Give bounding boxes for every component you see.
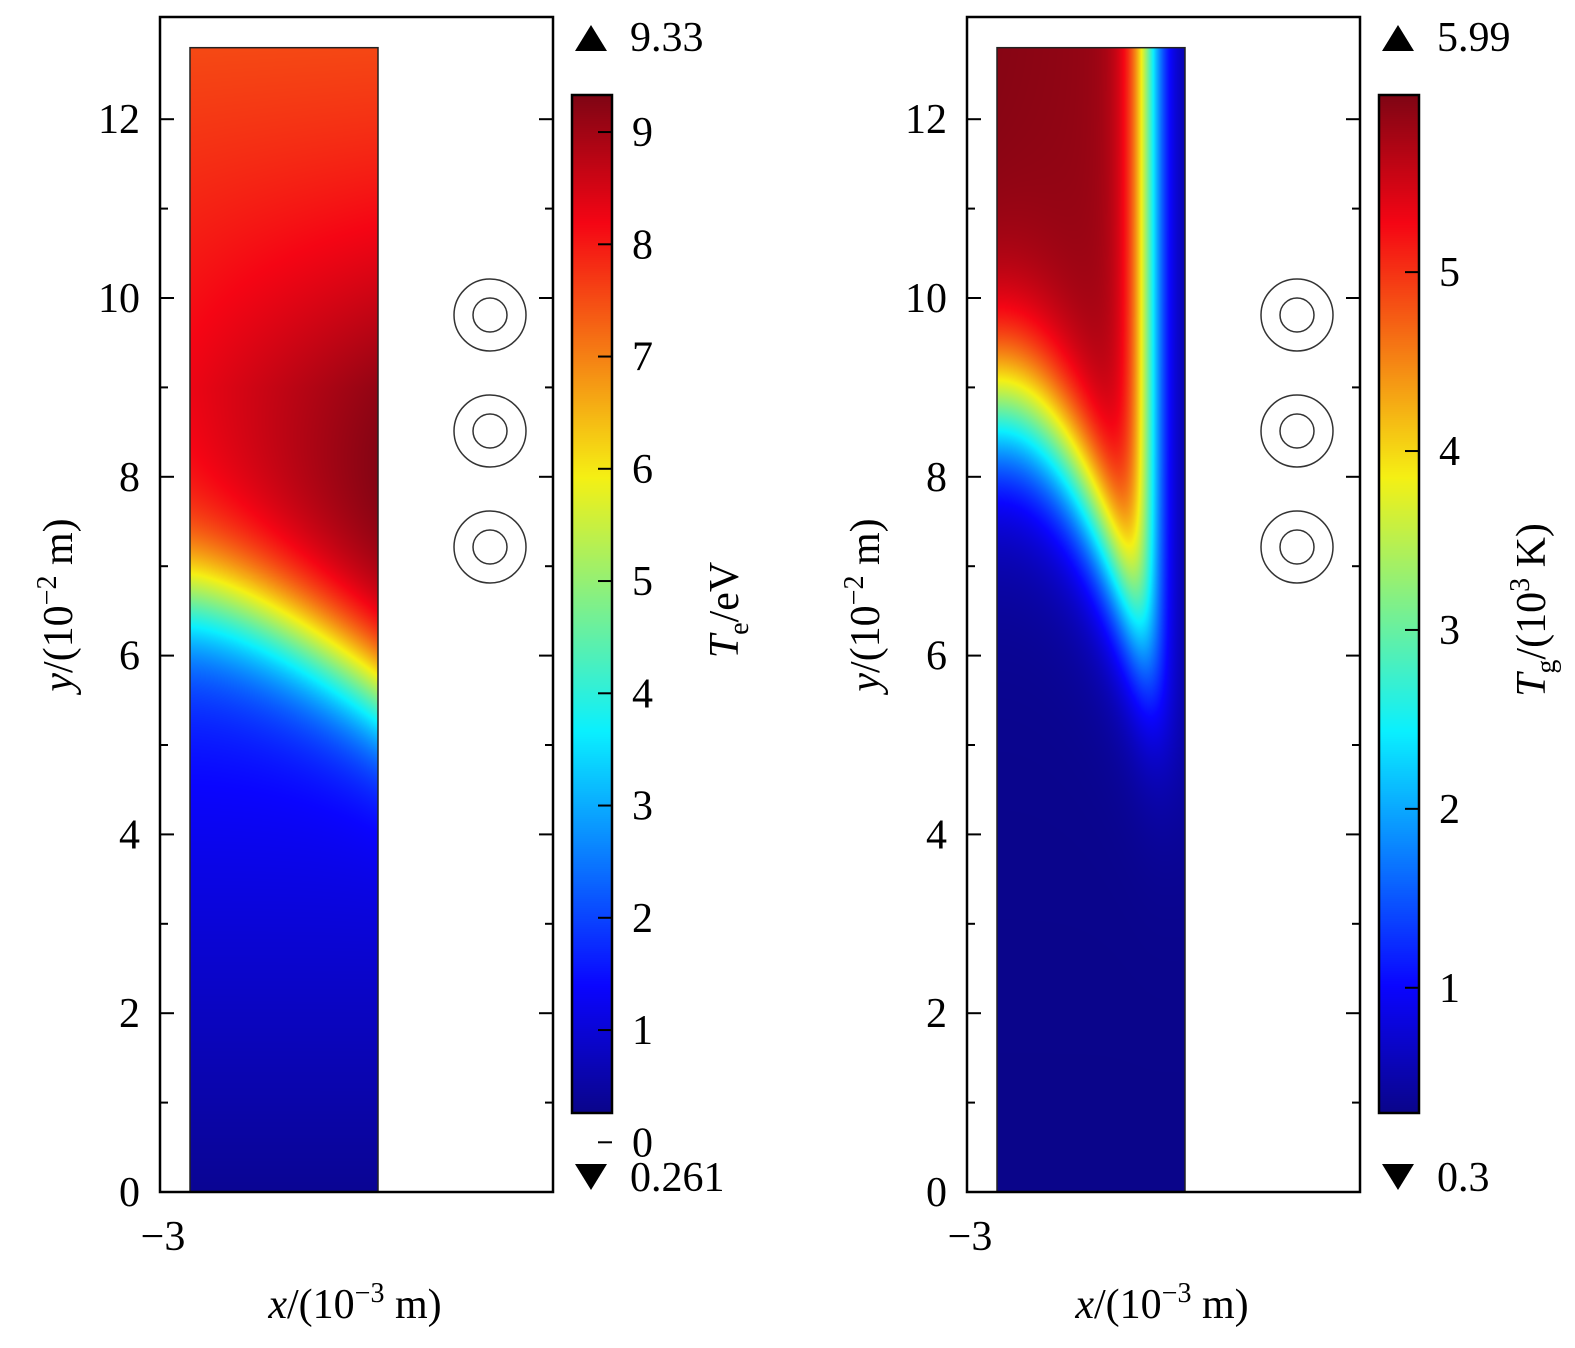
colorbar-frame <box>1377 93 1421 1115</box>
colorbar-max-label: 9.33 <box>630 15 704 61</box>
coil-inner-ring <box>1279 413 1315 449</box>
coil-outer-ring <box>453 394 527 468</box>
x-axis-label: x/(10−3 m) <box>1074 1278 1248 1328</box>
y-tick-label: 12 <box>905 97 947 143</box>
x-tick-label: −3 <box>948 1214 993 1260</box>
colorbar-tick-label: 8 <box>632 222 653 268</box>
te-colorbar-gradient <box>572 95 612 1113</box>
colorbar-tick-label: 3 <box>632 784 653 830</box>
coil-inner-ring <box>472 413 508 449</box>
colorbar-min-label: 0.261 <box>630 1155 725 1201</box>
y-tick-label: 2 <box>926 991 947 1037</box>
y-tick-label: 8 <box>119 455 140 501</box>
y-tick-label: 0 <box>119 1170 140 1216</box>
coil-inner-ring <box>1279 529 1315 565</box>
x-tick-label: −3 <box>141 1214 186 1260</box>
colorbar-tick-label: 1 <box>1439 966 1460 1012</box>
y-tick-label: 2 <box>119 991 140 1037</box>
colorbar-tick-label: 1 <box>632 1008 653 1054</box>
coil-inner-ring <box>472 529 508 565</box>
panel-te: y/(10−2 m) x/(10−3 m) −3 Te/eV 9.33 0.26… <box>32 15 755 1328</box>
y-tick-label: 10 <box>905 276 947 322</box>
axes-frame <box>158 15 555 1194</box>
coil-outer-ring <box>1260 510 1334 584</box>
panel-tg: y/(10−2 m) x/(10−3 m) −3 Tg/(103 K) 5.99… <box>839 15 1562 1328</box>
colorbar-tick-label: 7 <box>632 335 653 381</box>
colorbar-tick-label: 4 <box>1439 429 1460 475</box>
axes-frame <box>965 15 1362 1194</box>
tg-colorbar-gradient <box>1379 95 1419 1113</box>
colorbar-tick-label: 3 <box>1439 608 1460 654</box>
y-tick-label: 4 <box>119 812 140 858</box>
colorbar-tick-label: 4 <box>632 671 653 717</box>
x-axis-label: x/(10−3 m) <box>267 1278 441 1328</box>
max-triangle-icon <box>575 25 607 51</box>
colorbar-tick-label: 2 <box>632 896 653 942</box>
colorbar-min-label: 0.3 <box>1437 1155 1490 1201</box>
colorbar-label: Te/eV <box>702 562 755 658</box>
colorbar-tick-label: 5 <box>632 559 653 605</box>
domain-outline <box>996 46 1186 1193</box>
colorbar-tick-label: 0 <box>632 1120 653 1166</box>
y-axis-label: y/(10−2 m) <box>839 518 889 695</box>
tg-heatmap <box>997 47 1185 1192</box>
colorbar-max-label: 5.99 <box>1437 15 1511 61</box>
te-heatmap <box>190 47 378 1192</box>
min-triangle-icon <box>575 1164 607 1190</box>
max-triangle-icon <box>1382 25 1414 51</box>
colorbar-tick-label: 9 <box>632 110 653 156</box>
coil-outer-ring <box>1260 278 1334 352</box>
y-tick-label: 4 <box>926 812 947 858</box>
coil-outer-ring <box>1260 394 1334 468</box>
colorbar-tick-label: 2 <box>1439 787 1460 833</box>
y-tick-label: 8 <box>926 455 947 501</box>
min-triangle-icon <box>1382 1164 1414 1190</box>
y-tick-label: 0 <box>926 1170 947 1216</box>
y-tick-label: 12 <box>98 97 140 143</box>
y-axis-label: y/(10−2 m) <box>32 518 82 695</box>
colorbar-tick-label: 6 <box>632 447 653 493</box>
domain-outline <box>189 46 379 1193</box>
coil-inner-ring <box>472 297 508 333</box>
coil-inner-ring <box>1279 297 1315 333</box>
colorbar-frame <box>570 93 614 1115</box>
y-tick-label: 6 <box>119 634 140 680</box>
colorbar-tick-label: 5 <box>1439 250 1460 296</box>
coil-outer-ring <box>453 278 527 352</box>
coil-outer-ring <box>453 510 527 584</box>
y-tick-label: 6 <box>926 634 947 680</box>
colorbar-label: Tg/(103 K) <box>1505 523 1562 697</box>
y-tick-label: 10 <box>98 276 140 322</box>
